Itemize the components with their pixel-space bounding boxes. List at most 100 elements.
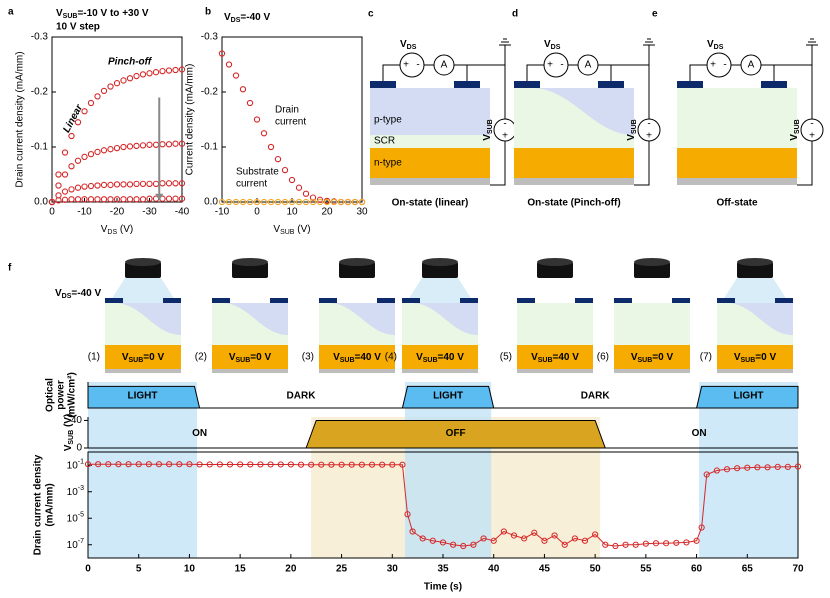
data-point [703, 471, 710, 478]
state-label-part: =0 V [143, 352, 164, 363]
data-point [120, 77, 127, 84]
data-point [309, 198, 317, 206]
data-point [133, 180, 140, 187]
n-type-region [614, 345, 690, 369]
data-point [602, 541, 609, 548]
y-axis-label: (mA/mm) [45, 483, 56, 526]
chart-title: VSUB=-10 V to +30 V [56, 8, 149, 21]
data-point [61, 196, 69, 203]
layer-label: p-type [374, 115, 402, 126]
data-point [196, 461, 203, 468]
data-point [698, 524, 705, 531]
data-point [277, 461, 284, 468]
data-point [287, 461, 294, 468]
data-point [308, 461, 315, 468]
data-point [146, 195, 153, 202]
data-point [61, 171, 69, 178]
data-point [146, 70, 153, 77]
data-point [81, 183, 88, 190]
p-type-region [402, 303, 478, 335]
data-point [693, 537, 700, 544]
caption: Off-state [716, 198, 758, 209]
electrode [775, 298, 793, 303]
data-point [344, 198, 352, 206]
data-point [439, 539, 447, 546]
panel-label: c [368, 9, 374, 20]
data-point [133, 72, 140, 80]
data-point [115, 461, 122, 468]
data-point [100, 181, 108, 189]
electrode [761, 81, 787, 88]
data-point [253, 198, 261, 206]
source [399, 52, 425, 78]
vds-label: VDS=-40 V [55, 288, 101, 301]
data-point [94, 148, 101, 156]
chart-subtitle: 10 V step [56, 22, 100, 33]
ammeter [740, 54, 762, 76]
x-tick-label: 0 [49, 207, 55, 218]
data-point [232, 198, 240, 206]
data-point [480, 535, 487, 542]
n-type-region [105, 345, 181, 369]
state-label: VSUB=0 V [122, 352, 165, 365]
data-point [288, 198, 296, 206]
x-tick-label: 15 [235, 564, 247, 575]
electrode [163, 298, 181, 303]
lamp [339, 262, 375, 278]
electrode [717, 298, 735, 303]
sign: - [647, 119, 650, 130]
sign: - [723, 60, 726, 71]
ammeter [577, 54, 599, 76]
electrode [517, 298, 535, 303]
x-tick-label: 40 [488, 564, 500, 575]
sign: - [810, 119, 813, 130]
ammeter [433, 54, 455, 76]
data-point [531, 529, 538, 536]
data-point [165, 180, 173, 187]
y-tick-label: -0.2 [31, 87, 49, 98]
substrate [402, 369, 478, 373]
data-point [257, 461, 264, 468]
data-point [267, 143, 275, 151]
data-point [159, 141, 166, 148]
arrow-head [155, 193, 164, 201]
data-point [404, 511, 411, 518]
y-tick-label: 0.0 [34, 197, 48, 208]
data-point [74, 157, 82, 164]
data-point [68, 163, 75, 170]
x-tick-label: 50 [590, 564, 602, 575]
data-point [139, 71, 147, 78]
data-point [139, 196, 147, 203]
y-tick-label: -0.3 [31, 32, 49, 43]
layer-label: n-type [374, 158, 402, 169]
y-tick-label: 10-1 [67, 459, 84, 471]
p-type-region [717, 303, 793, 335]
data-point [337, 198, 345, 206]
electrode [677, 81, 703, 88]
n-type-region [402, 345, 478, 369]
n-type-region [370, 148, 490, 178]
data-point [734, 465, 741, 472]
data-point [581, 537, 589, 544]
data-point [351, 198, 359, 206]
n-type-region [517, 345, 593, 369]
data-point [165, 195, 173, 202]
sign: - [416, 60, 419, 71]
data-point [622, 541, 629, 548]
electrode [370, 81, 396, 88]
data-point [87, 99, 95, 107]
data-point [152, 141, 160, 148]
sign: + [403, 60, 409, 71]
x-axis-label-part: (V) [117, 224, 133, 235]
data-point [490, 537, 497, 544]
vsub-label-part: SUB [487, 119, 494, 134]
n-type-region [677, 148, 797, 178]
data-point [176, 461, 183, 468]
y-axis-label-part: (V) [63, 414, 74, 430]
lamp-top [125, 258, 161, 266]
data-point [172, 66, 179, 74]
data-point [247, 461, 254, 468]
data-point [237, 461, 244, 468]
substrate [105, 369, 181, 373]
